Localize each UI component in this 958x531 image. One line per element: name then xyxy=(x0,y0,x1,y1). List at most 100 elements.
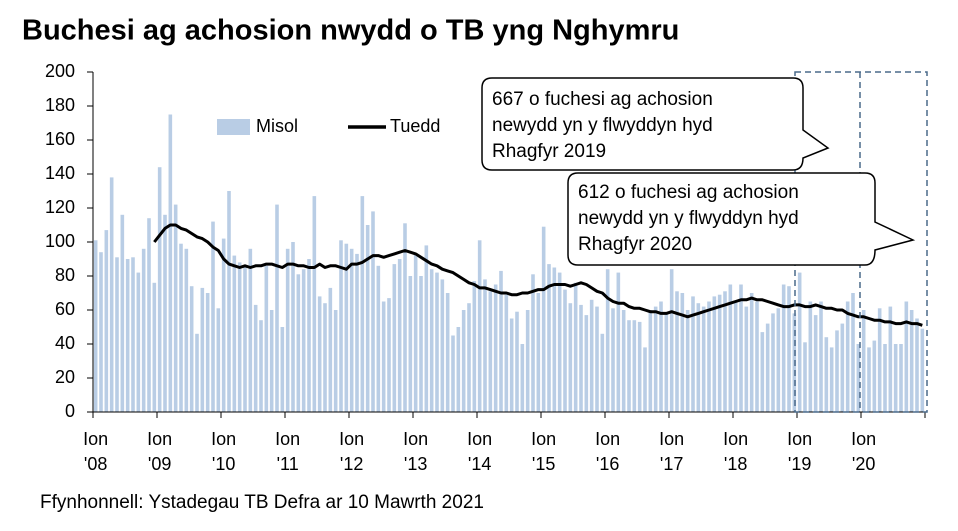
bar xyxy=(531,274,535,412)
bar xyxy=(803,342,807,412)
bar xyxy=(344,243,349,412)
bar xyxy=(669,269,674,412)
bar xyxy=(621,310,626,412)
bar xyxy=(168,114,173,412)
bar xyxy=(739,284,743,412)
bar xyxy=(232,255,237,412)
bar xyxy=(269,310,274,412)
bar xyxy=(317,296,322,412)
bar xyxy=(136,272,141,412)
bar xyxy=(387,298,391,412)
bar xyxy=(381,301,386,412)
bar xyxy=(504,294,509,412)
y-tick-label: 100 xyxy=(45,231,75,251)
bar xyxy=(568,303,573,412)
bar xyxy=(93,240,98,412)
bar xyxy=(141,248,146,412)
bar xyxy=(109,177,114,412)
annotations: 667 o fuchesi ag achosion newydd yn y flw… xyxy=(492,89,799,255)
bar xyxy=(632,320,637,412)
bar xyxy=(296,274,301,412)
bar xyxy=(189,286,194,412)
bar xyxy=(173,204,178,412)
bar xyxy=(653,306,658,412)
bar xyxy=(456,327,461,412)
bar xyxy=(285,248,290,412)
bar xyxy=(696,303,701,412)
bar xyxy=(440,279,445,412)
bar xyxy=(579,304,583,412)
bar xyxy=(557,272,562,412)
bar xyxy=(755,301,759,412)
legend-label: Tuedd xyxy=(390,116,440,136)
bar xyxy=(120,214,125,412)
y-tick-label: 140 xyxy=(45,163,75,183)
x-tick-label: Ion '12 xyxy=(339,429,364,474)
bar xyxy=(403,223,407,412)
bar xyxy=(717,294,722,412)
x-tick-label: Ion '14 xyxy=(467,429,492,474)
bar xyxy=(904,301,909,412)
bar xyxy=(131,257,135,412)
bar xyxy=(115,257,119,412)
bar xyxy=(616,272,621,412)
bar xyxy=(483,279,487,412)
bar xyxy=(723,291,727,412)
bar xyxy=(211,221,215,412)
x-tick-label: Ion '18 xyxy=(723,429,748,474)
bar xyxy=(280,327,285,412)
bar xyxy=(883,344,887,412)
legend-swatch xyxy=(217,119,250,135)
bar xyxy=(413,253,418,412)
bar xyxy=(259,320,263,412)
bar xyxy=(451,335,455,412)
bar xyxy=(712,296,717,412)
bar xyxy=(920,328,925,412)
bar xyxy=(157,167,162,412)
bar xyxy=(851,293,855,412)
bar xyxy=(104,230,109,412)
bar xyxy=(824,337,829,412)
bar xyxy=(328,287,333,412)
bar xyxy=(227,191,231,412)
y-tick-label: 180 xyxy=(45,95,75,115)
bar xyxy=(435,272,439,412)
bar xyxy=(248,248,253,412)
bar xyxy=(909,310,914,412)
bar xyxy=(728,284,733,412)
x-tick-label: Ion '13 xyxy=(403,429,428,474)
bar xyxy=(872,340,877,412)
bar xyxy=(835,330,839,412)
y-tick-label: 60 xyxy=(55,299,75,319)
plot-area: 0 20 40 60 80 100 120 140 160 180 200 Ion '08 Ion '09 I… xyxy=(45,61,926,474)
bar xyxy=(184,248,189,412)
legend-label: Misol xyxy=(256,116,298,136)
x-tick-label: Ion '19 xyxy=(787,429,812,474)
y-tick-label: 0 xyxy=(65,401,75,421)
bar xyxy=(552,267,557,412)
source-note: Ffynhonnell: Ystadegau TB Defra ar 10 Ma… xyxy=(40,492,484,513)
bar xyxy=(99,252,103,412)
bar xyxy=(419,276,423,412)
bar xyxy=(685,310,690,412)
bar xyxy=(477,240,482,412)
bar xyxy=(659,301,663,412)
bar xyxy=(776,308,781,412)
bar xyxy=(664,313,669,412)
bar xyxy=(355,253,359,412)
y-tick-label: 20 xyxy=(55,367,75,387)
bar xyxy=(797,272,802,412)
bar xyxy=(813,315,818,412)
bar xyxy=(323,303,327,412)
y-tick-label: 160 xyxy=(45,129,75,149)
bar xyxy=(893,344,898,412)
x-tick-label: Ion '09 xyxy=(147,429,172,474)
bar xyxy=(808,301,813,412)
bar xyxy=(365,225,370,412)
annotation-line: 667 o fuchesi ag achosion xyxy=(492,89,713,110)
bar xyxy=(595,306,599,412)
bar xyxy=(744,306,749,412)
bar xyxy=(749,293,754,412)
bar xyxy=(243,265,247,412)
x-tick-label: Ion '08 xyxy=(83,429,108,474)
